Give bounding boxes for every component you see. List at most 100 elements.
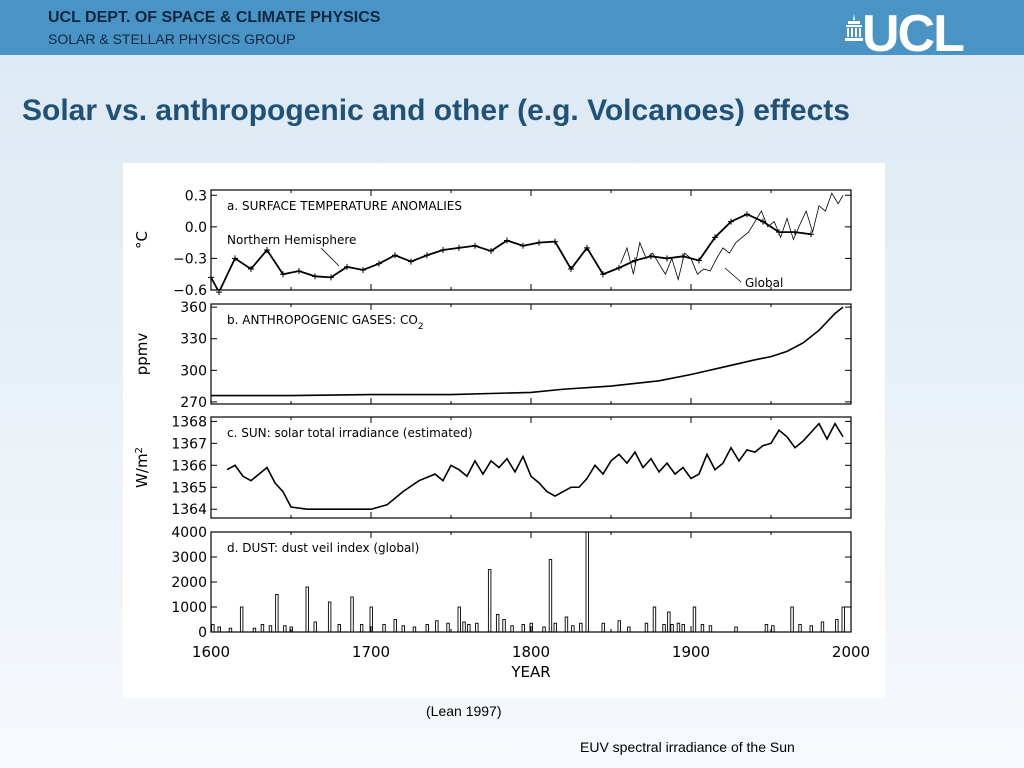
- dust-bar: [467, 624, 471, 632]
- dust-bar: [764, 624, 769, 632]
- annotation-arrow: [724, 267, 742, 283]
- dust-bar: [425, 624, 429, 632]
- series-marker: [616, 264, 622, 271]
- annotation-arrow: [320, 247, 340, 267]
- dust-bar: [835, 619, 839, 632]
- series-marker: [392, 252, 398, 259]
- series-marker: [424, 252, 430, 259]
- dust-bar: [617, 620, 621, 632]
- figure-caption: (Lean 1997): [426, 703, 502, 719]
- series-marker: [280, 271, 286, 278]
- dust-bar: [820, 621, 825, 632]
- dust-bar: [305, 586, 309, 632]
- department-name: UCL DEPT. OF SPACE & CLIMATE PHYSICS: [48, 9, 381, 26]
- header-banner: UCL DEPT. OF SPACE & CLIMATE PHYSICS SOL…: [0, 0, 1024, 63]
- series-line: [226, 421, 844, 511]
- series-marker: [600, 271, 606, 278]
- dust-bar: [260, 624, 265, 632]
- series-marker: [440, 247, 446, 253]
- y-tick-label: −0.6: [173, 283, 207, 299]
- dust-bar: [542, 626, 546, 632]
- series-marker: [584, 244, 590, 251]
- annotation-label: Northern Hemisphere: [227, 233, 356, 247]
- y-tick-label: 1364: [171, 502, 207, 518]
- series-marker: [488, 248, 494, 255]
- dust-bar: [289, 626, 293, 632]
- dust-bar: [627, 626, 631, 632]
- panel-title-subscript: 2: [418, 322, 424, 332]
- series-line: [211, 306, 844, 397]
- y-tick-label: 1368: [171, 414, 207, 430]
- dust-bar: [841, 606, 845, 632]
- dust-bar: [252, 627, 257, 632]
- dust-bar: [475, 622, 479, 632]
- dust-bar: [327, 601, 332, 632]
- dust-bar: [487, 569, 492, 632]
- climate-figure: 0.3 0.0 −0.3 −0.6 a. SURFACE TEMPERATURE ANO…: [123, 163, 885, 698]
- y-tick-label: −0.3: [173, 251, 207, 267]
- ucl-logo: UCL: [842, 5, 992, 63]
- dust-bar: [700, 624, 705, 632]
- series-marker: [344, 263, 350, 270]
- x-tick-label: 1600: [192, 643, 230, 661]
- dust-bar: [521, 624, 525, 632]
- dust-bar: [798, 624, 802, 632]
- dust-bar: [393, 619, 397, 632]
- annotation-label: Global: [745, 276, 783, 290]
- x-tick-label: 1800: [512, 643, 550, 661]
- series-marker: [760, 218, 766, 225]
- dust-bar: [579, 622, 583, 632]
- dust-bar: [446, 622, 450, 632]
- dust-bar: [692, 606, 697, 632]
- series-marker: [376, 260, 382, 267]
- dust-bar: [369, 606, 373, 632]
- y-axis-label-superscript: 2: [134, 447, 145, 453]
- series-marker: [696, 257, 702, 264]
- x-tick-label: 1900: [672, 643, 710, 661]
- portico-icon: [845, 14, 863, 41]
- dust-bar: [239, 606, 244, 632]
- dust-bar: [211, 624, 215, 632]
- series-marker: [296, 268, 302, 275]
- series-marker: [264, 247, 270, 253]
- x-tick-label: 2000: [832, 643, 870, 661]
- dust-bar: [313, 621, 317, 632]
- dust-bar: [708, 625, 713, 632]
- series-marker: [248, 265, 254, 272]
- dust-bar: [529, 622, 533, 632]
- dust-bar: [553, 622, 557, 632]
- series-marker: [504, 237, 510, 244]
- dust-bar: [350, 596, 354, 632]
- y-axis-label: ppmv: [133, 333, 151, 376]
- dust-bar: [217, 626, 221, 632]
- panel-title: c. SUN: solar total irradiance (estimate…: [227, 426, 473, 440]
- dust-bar: [283, 625, 287, 632]
- dust-bar: [676, 622, 681, 632]
- dust-bar: [644, 622, 649, 632]
- dust-bar: [662, 624, 666, 632]
- dust-bar: [412, 626, 417, 632]
- y-tick-label: 0: [198, 625, 207, 641]
- y-tick-label: 0.3: [185, 188, 207, 204]
- dust-bar: [601, 622, 605, 632]
- x-tick-label: 1700: [352, 643, 390, 661]
- y-tick-label: 1367: [171, 436, 207, 452]
- dust-bar: [228, 627, 233, 632]
- series-marker: [808, 231, 814, 238]
- dust-bar: [382, 624, 386, 632]
- series-marker: [232, 255, 238, 262]
- y-tick-label: 0.0: [185, 220, 207, 236]
- series-marker: [664, 255, 670, 262]
- dust-bar: [457, 606, 461, 632]
- dust-bar: [268, 625, 273, 632]
- series-marker: [208, 274, 214, 281]
- series-marker: [552, 238, 558, 245]
- dust-bar: [337, 624, 341, 632]
- stacked-climate-charts: 0.3 0.0 −0.3 −0.6 a. SURFACE TEMPERATURE ANO…: [133, 188, 870, 681]
- y-tick-label: 300: [180, 363, 207, 379]
- series-marker: [568, 265, 574, 272]
- series-marker: [536, 239, 542, 246]
- logo-wordmark: UCL: [862, 5, 965, 63]
- dust-bar: [667, 611, 671, 632]
- dust-bar: [275, 594, 279, 632]
